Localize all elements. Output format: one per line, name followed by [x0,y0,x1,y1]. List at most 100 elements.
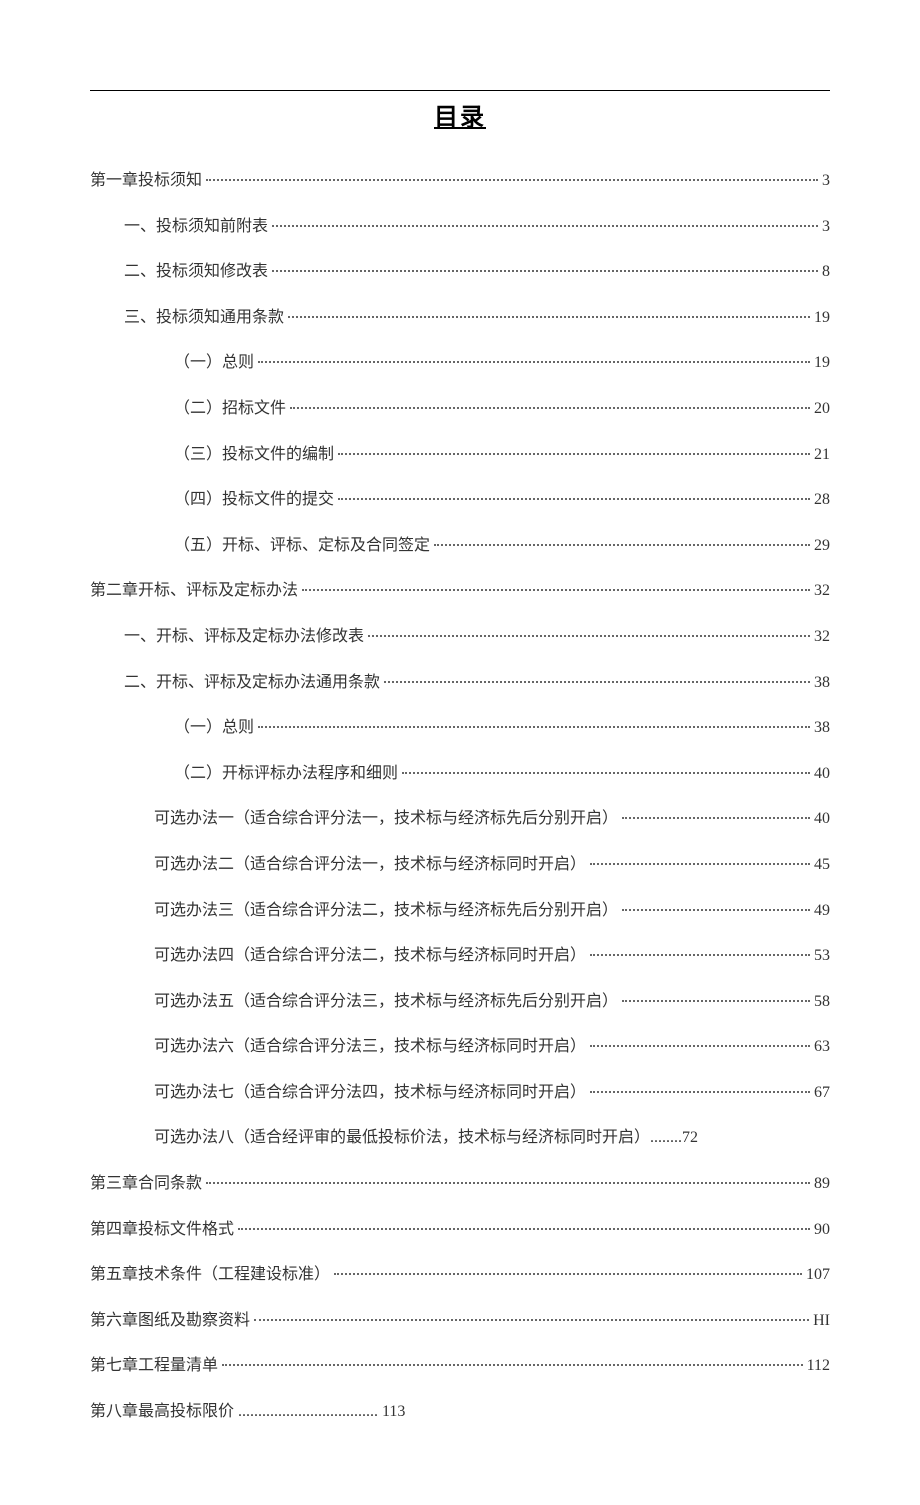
toc-entry-page: 32 [814,578,830,604]
toc-entry-page: 63 [814,1034,830,1060]
toc-leader-dots [238,1228,810,1230]
toc-title: 目录 [90,97,830,132]
toc-entry-page: 20 [814,396,830,422]
toc-entry-page: 38 [814,670,830,696]
toc-entry-label: （一）总则 [174,715,254,741]
toc-entry-page: 90 [814,1217,830,1243]
toc-entry: 可选办法八（适合经评审的最低投标价法，技术标与经济标同时开启）........7… [90,1125,830,1151]
toc-entry-label: 二、投标须知修改表 [124,259,268,285]
toc-leader-dots [590,1045,810,1047]
toc-leader-dots [288,316,810,318]
toc-entry-page: 28 [814,487,830,513]
toc-entry: 第二章开标、评标及定标办法 32 [90,578,830,604]
toc-entry: 第五章技术条件（工程建设标准） 107 [90,1262,830,1288]
toc-leader-dots [258,726,810,728]
toc-entry-page: 32 [814,624,830,650]
toc-leader-dots [590,1091,810,1093]
toc-leader-dots [384,681,810,683]
toc-leader-dots [338,453,810,455]
toc-entry-label: 一、开标、评标及定标办法修改表 [124,624,364,650]
toc-entry: 可选办法二（适合综合评分法一，技术标与经济标同时开启） 45 [90,852,830,878]
toc-leader-dots [590,954,810,956]
toc-entry-page: 8 [822,259,830,285]
toc-entry-page: 40 [814,761,830,787]
toc-leader-dots [368,635,810,637]
toc-entry-page: 21 [814,442,830,468]
toc-leader-dots [272,270,818,272]
toc-entry-label: 三、投标须知通用条款 [124,305,284,331]
table-of-contents: 第一章投标须知 3 一、投标须知前附表 3 二、投标须知修改表 8 三、投标须知通用条款 19… [90,168,830,1425]
toc-entry-label: （三）投标文件的编制 [174,442,334,468]
toc-entry-label: （二）招标文件 [174,396,286,422]
toc-entry-page: 38 [814,715,830,741]
toc-entry: 一、投标须知前附表 3 [90,214,830,240]
toc-leader-dots [402,772,810,774]
toc-entry: 可选办法六（适合综合评分法三，技术标与经济标同时开启） 63 [90,1034,830,1060]
toc-leader-dots [272,225,818,227]
toc-entry-label: 可选办法三（适合综合评分法二，技术标与经济标先后分别开启） [154,898,618,924]
toc-entry: 可选办法三（适合综合评分法二，技术标与经济标先后分别开启） 49 [90,898,830,924]
toc-entry-label: （二）开标评标办法程序和细则 [174,761,398,787]
toc-entry-page: 107 [806,1262,830,1288]
toc-entry: 可选办法五（适合综合评分法三，技术标与经济标先后分别开启）58 [90,989,830,1015]
toc-entry-label: 第六章图纸及勘察资料 [90,1308,250,1334]
toc-entry-page: 19 [814,350,830,376]
toc-entry-page: 3 [822,168,830,194]
toc-entry-label: （五）开标、评标、定标及合同签定 [174,533,430,559]
toc-entry-label: 二、开标、评标及定标办法通用条款 [124,670,380,696]
toc-entry-page: 40 [814,806,830,832]
toc-entry: （一）总则 38 [90,715,830,741]
toc-entry: （二）招标文件 20 [90,396,830,422]
toc-entry-label: 可选办法一（适合综合评分法一，技术标与经济标先后分别开启） [154,806,618,832]
toc-entry-page: 49 [814,898,830,924]
toc-leader-dots [590,863,810,865]
toc-entry: 第四章投标文件格式 90 [90,1217,830,1243]
toc-entry-label: 可选办法四（适合综合评分法二，技术标与经济标同时开启） [154,943,586,969]
toc-entry: 第三章合同条款 89 [90,1171,830,1197]
toc-entry: （四）投标文件的提交 28 [90,487,830,513]
toc-leader-dots [334,1273,802,1275]
toc-entry: 第八章最高投标限价 ..............................… [90,1399,830,1425]
toc-leader-dots [434,544,810,546]
toc-entry: 第一章投标须知 3 [90,168,830,194]
toc-entry-page: 19 [814,305,830,331]
toc-entry-page: 89 [814,1171,830,1197]
toc-leader-dots [622,909,810,911]
toc-entry-label: 可选办法五（适合综合评分法三，技术标与经济标先后分别开启） [154,989,618,1015]
toc-entry-label: 可选办法七（适合综合评分法四，技术标与经济标同时开启） [154,1080,586,1106]
toc-entry-label: 可选办法二（适合综合评分法一，技术标与经济标同时开启） [154,852,586,878]
toc-entry: 可选办法四（适合综合评分法二，技术标与经济标同时开启） 53 [90,943,830,969]
toc-entry: 第六章图纸及勘察资料HI [90,1308,830,1334]
toc-entry: （三）投标文件的编制 21 [90,442,830,468]
toc-entry-label: 可选办法八（适合经评审的最低投标价法，技术标与经济标同时开启）........7… [154,1125,698,1151]
toc-entry-label: （四）投标文件的提交 [174,487,334,513]
toc-leader-dots [622,1000,810,1002]
toc-entry: 一、开标、评标及定标办法修改表 32 [90,624,830,650]
toc-leader-dots [302,589,810,591]
toc-entry-page: 53 [814,943,830,969]
toc-leader-dots [206,179,818,181]
toc-entry-label: 第一章投标须知 [90,168,202,194]
toc-entry: 二、开标、评标及定标办法通用条款 38 [90,670,830,696]
toc-entry-label: 第二章开标、评标及定标办法 [90,578,298,604]
toc-entry: （一）总则 19 [90,350,830,376]
toc-entry-page: 3 [822,214,830,240]
toc-entry-label: （一）总则 [174,350,254,376]
toc-entry: 第七章工程量清单112 [90,1353,830,1379]
toc-entry-label: 第四章投标文件格式 [90,1217,234,1243]
toc-entry-label: 第七章工程量清单 [90,1353,218,1379]
toc-leader-dots [206,1182,810,1184]
toc-entry-page: 29 [814,533,830,559]
toc-entry: 可选办法七（适合综合评分法四，技术标与经济标同时开启） 67 [90,1080,830,1106]
toc-leader-dots [290,407,810,409]
toc-entry: （二）开标评标办法程序和细则 40 [90,761,830,787]
toc-entry-page: 67 [814,1080,830,1106]
toc-leader-dots [254,1319,809,1321]
toc-entry-label: 一、投标须知前附表 [124,214,268,240]
toc-entry: 二、投标须知修改表 8 [90,259,830,285]
toc-entry-label: 可选办法六（适合综合评分法三，技术标与经济标同时开启） [154,1034,586,1060]
toc-entry: （五）开标、评标、定标及合同签定 29 [90,533,830,559]
toc-entry-label: 第三章合同条款 [90,1171,202,1197]
toc-entry-label: 第五章技术条件（工程建设标准） [90,1262,330,1288]
toc-entry-page: 45 [814,852,830,878]
